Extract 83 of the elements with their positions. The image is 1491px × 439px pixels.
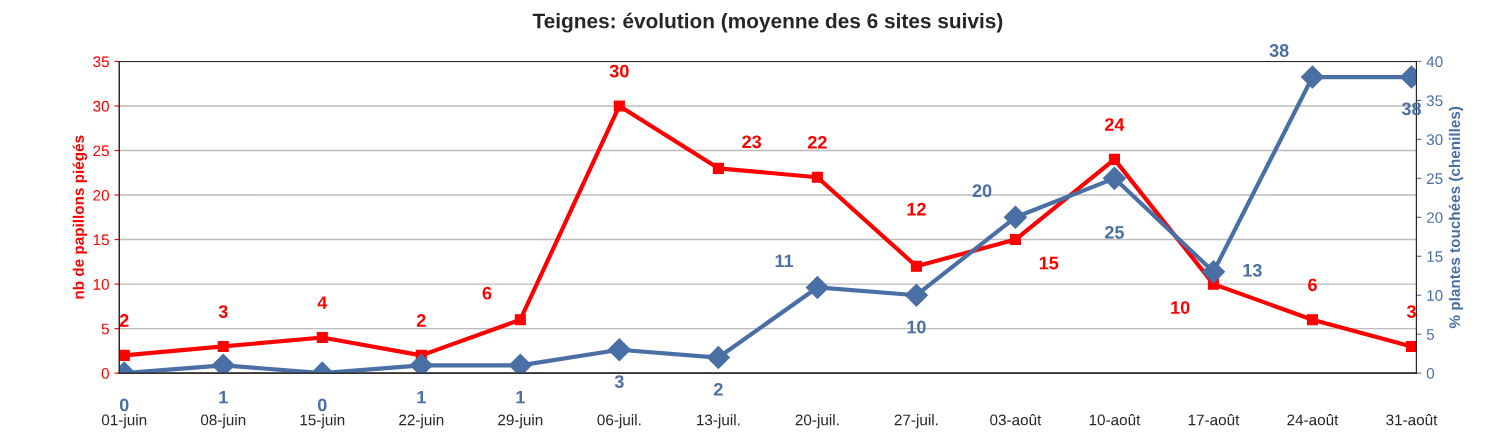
data-label: 2	[416, 314, 426, 327]
x-tick-label: 17-août	[1188, 414, 1240, 426]
data-label: 3	[1406, 305, 1416, 318]
data-label: 15	[1039, 256, 1059, 270]
data-label: 13	[1243, 263, 1262, 277]
y-tick-label: 0	[101, 368, 109, 379]
x-tick-label: 15-juin	[300, 414, 345, 429]
point	[1306, 314, 1319, 326]
x-tick-label: 20-juil.	[795, 414, 839, 429]
x-tick-label: 10-août	[1089, 414, 1141, 426]
point	[211, 353, 235, 374]
y-tick-label: 30	[93, 100, 109, 112]
x-tick-label: 27-juil.	[894, 414, 938, 429]
data-label: 20	[972, 184, 992, 198]
point	[607, 338, 631, 362]
point	[910, 260, 922, 272]
data-label: 10	[1171, 301, 1190, 314]
point	[1102, 166, 1126, 190]
data-label: 23	[742, 135, 762, 149]
point	[1003, 205, 1027, 229]
point	[508, 353, 532, 374]
data-label: 1	[219, 390, 228, 404]
data-label: 11	[775, 254, 794, 268]
point	[409, 353, 433, 374]
point	[217, 340, 229, 352]
y2-tick-label: 5	[1426, 329, 1435, 340]
y2-tick-label: 20	[1426, 212, 1443, 223]
y2-tick-label: 35	[1426, 95, 1443, 107]
point	[811, 171, 823, 183]
point	[119, 349, 130, 361]
y-tick-label: 25	[93, 145, 109, 157]
data-label: 1	[516, 390, 525, 404]
data-label: 2	[713, 382, 723, 396]
chart-title: Teignes: évolution (moyenne des 6 sites suivis)	[532, 12, 1003, 33]
data-label: 30	[609, 64, 629, 78]
data-label: 0	[119, 398, 129, 412]
y2-tick-label: 40	[1426, 56, 1443, 68]
y-tick-label: 10	[93, 278, 109, 290]
point	[613, 100, 625, 112]
data-label: 10	[907, 320, 926, 334]
y-tick-label: 20	[93, 189, 109, 201]
data-label: 0	[317, 398, 327, 412]
point	[1201, 260, 1225, 284]
data-label: 12	[907, 202, 926, 216]
y-tick-label: 35	[93, 56, 109, 68]
point	[1108, 153, 1120, 165]
y2-tick-label: 0	[1426, 368, 1435, 379]
data-label: 4	[317, 296, 328, 309]
y2-tick-label: 15	[1427, 251, 1443, 262]
x-tick-label: 08-juin	[200, 414, 246, 429]
y2-axis-title: % plantes touchées (chenilles)	[1448, 106, 1464, 329]
x-tick-label: 03-août	[990, 414, 1042, 426]
point	[706, 346, 730, 370]
data-label: 1	[417, 390, 426, 404]
point	[712, 162, 724, 174]
data-label: 38	[1269, 44, 1289, 57]
point	[805, 275, 829, 299]
point	[1009, 234, 1021, 246]
point	[1300, 65, 1324, 89]
data-label: 24	[1105, 118, 1125, 131]
y-tick-label: 5	[101, 323, 109, 335]
x-tick-label: 13-juil.	[697, 414, 740, 429]
x-tick-label: 06-juil.	[597, 414, 641, 429]
point	[904, 283, 928, 307]
y2-tick-label: 25	[1426, 173, 1443, 185]
point	[514, 314, 526, 326]
point	[1405, 340, 1417, 352]
data-label: 25	[1105, 225, 1124, 239]
x-tick-label: 22-juin	[399, 414, 444, 429]
point	[316, 331, 328, 344]
y2-tick-label: 30	[1426, 134, 1443, 146]
data-label: 22	[807, 135, 827, 149]
data-label: 3	[218, 305, 228, 318]
x-tick-label: 01-juin	[101, 414, 147, 429]
y-axis-title: nb de papillons piégés	[72, 135, 88, 299]
data-label: 6	[482, 286, 492, 300]
data-label: 6	[1308, 278, 1317, 292]
x-tick-label: 29-juin	[498, 414, 543, 429]
y2-tick-label: 10	[1427, 290, 1443, 301]
data-label: 3	[614, 375, 624, 388]
x-tick-label: 31-août	[1386, 414, 1438, 426]
y-tick-label: 15	[93, 234, 109, 246]
x-tick-label: 24-août	[1287, 414, 1339, 426]
